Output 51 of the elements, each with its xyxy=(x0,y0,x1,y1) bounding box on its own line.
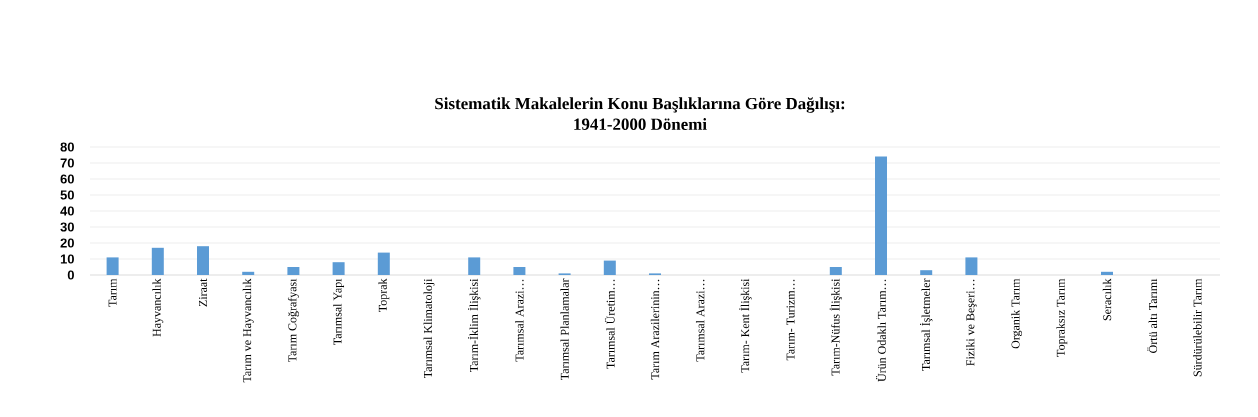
bar xyxy=(242,271,255,275)
bar xyxy=(106,257,119,275)
y-tick-label: 0 xyxy=(67,270,74,280)
bar xyxy=(151,247,164,275)
x-tick-label: Tarım-İklim İlişkisi xyxy=(467,278,481,373)
bar xyxy=(468,257,481,275)
x-tick-label: Tarımsal Klimatoloji xyxy=(423,278,435,379)
x-tick-label: Tarım- Kent İlişkisi xyxy=(739,278,752,373)
x-tick-label: Sürdürülebilir Tarım xyxy=(1193,278,1202,377)
x-tick-label: Seracılık xyxy=(1102,278,1112,321)
bar xyxy=(875,156,888,275)
y-tick-label: 40 xyxy=(60,206,74,216)
x-tick-label: Örtü altı Tarımı xyxy=(1147,278,1158,353)
y-tick-label: 80 xyxy=(60,142,74,152)
x-tick-label: Tarımsal Planlamalar xyxy=(560,278,569,381)
x-tick-label: Tarımsal Arazi… xyxy=(515,279,524,362)
y-tick-label: 20 xyxy=(60,238,74,248)
x-tick-label: Tarım-Nüfus İlişkisi xyxy=(829,278,843,376)
bar xyxy=(377,252,390,275)
bar xyxy=(920,270,933,275)
x-tick-label: Fiziki ve Beşeri… xyxy=(965,279,977,366)
bar xyxy=(513,267,526,275)
x-tick-label: Tarımsal İşletmeler xyxy=(919,278,933,371)
y-tick-label: 60 xyxy=(60,174,74,184)
x-tick-label: Tarımsal Yapı xyxy=(333,278,345,345)
x-tick-label: Ürün Odaklı Tarım… xyxy=(876,279,886,382)
y-tick-label: 70 xyxy=(60,158,74,168)
x-tick-label: Tarımsal Arazi… xyxy=(695,279,705,362)
x-tick-label: Ziraat xyxy=(198,278,208,307)
x-tick-label: Tarım Arazilerinin… xyxy=(650,279,660,380)
bar xyxy=(829,267,842,275)
bar xyxy=(287,267,300,275)
y-tick-label: 10 xyxy=(60,254,74,264)
bar xyxy=(603,260,616,275)
bar xyxy=(197,246,210,275)
chart-subtitle: 1941-2000 Dönemi xyxy=(574,118,707,130)
bar xyxy=(332,262,345,275)
x-tick-label: Tarım ve Hayvancılık xyxy=(242,278,254,383)
chart-title: Sistematik Makalelerin Konu Başlıklarına Göre Dağılışı: xyxy=(435,97,845,113)
y-tick-label: 30 xyxy=(60,222,74,232)
bar xyxy=(1101,271,1114,275)
bar xyxy=(965,257,978,275)
x-tick-label: Topraksız Tarım xyxy=(1056,278,1068,357)
x-tick-label: Hayvancılık xyxy=(152,278,164,337)
x-tick-label: Organik Tarım xyxy=(1011,278,1023,349)
x-tick-label: Toprak xyxy=(378,278,390,312)
y-tick-label: 50 xyxy=(60,190,74,200)
x-tick-label: Tarım- Turizm… xyxy=(786,279,795,361)
x-tick-label: Tarımsal Üretim… xyxy=(604,279,615,369)
x-tick-label: Tarım xyxy=(108,278,117,307)
x-tick-label: Tarım Coğrafyası xyxy=(287,278,299,363)
